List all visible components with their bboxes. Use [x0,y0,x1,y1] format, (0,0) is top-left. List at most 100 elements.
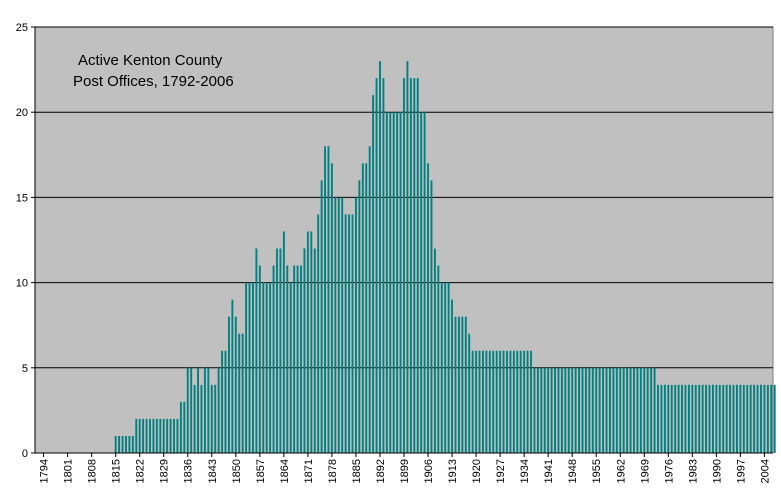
bar-1902 [413,78,416,454]
bar-1922 [482,350,484,453]
bar-1893 [382,78,385,454]
bar-1943 [554,367,556,453]
y-tick-label: 20 [16,107,28,119]
bar-1989 [711,384,714,453]
bar-1933 [519,350,522,453]
bar-1925 [492,350,495,453]
bar-2002 [756,384,759,453]
bar-1924 [488,350,491,453]
bar-1954 [591,367,594,453]
bar-2005 [766,384,769,453]
bar-1855 [252,282,254,453]
bar-1926 [495,350,498,453]
bar-1870 [303,248,306,453]
bar-1828 [159,418,162,453]
bar-1884 [351,214,354,453]
bar-1967 [636,367,639,453]
bar-1909 [437,265,440,453]
bar-1906 [427,163,429,453]
x-tick-label: 2004 [759,459,771,483]
bar-1866 [289,282,292,453]
bar-1966 [633,367,635,453]
bar-1826 [152,418,155,453]
bar-1894 [385,112,388,453]
x-tick-label: 1815 [111,459,123,483]
y-tick-label: 10 [16,278,28,290]
bar-1964 [626,367,629,453]
bar-2000 [749,384,752,453]
bar-1867 [293,265,296,453]
bar-1846 [221,350,224,453]
bar-1889 [368,146,371,453]
bar-1929 [506,350,508,453]
bar-1900 [406,61,409,453]
bar-1832 [173,418,175,453]
bar-1815 [114,435,117,453]
bar-1945 [560,367,563,453]
bar-1887 [361,163,364,453]
bar-1896 [392,112,395,453]
bar-1998 [742,384,745,453]
bar-1888 [365,163,368,453]
x-tick-label: 1997 [735,459,747,483]
x-tick-label: 1955 [591,459,603,483]
bar-1886 [358,180,361,454]
x-tick-label: 1892 [375,459,387,483]
y-tick-label: 15 [16,192,28,204]
y-tick-label: 5 [22,363,28,375]
bar-1913 [451,299,453,453]
bar-1907 [430,180,433,454]
bar-1974 [660,384,663,453]
x-tick-label: 1836 [183,459,195,483]
bar-2007 [773,384,776,453]
bar-1980 [681,384,683,453]
bar-1842 [207,367,210,453]
bar-1821 [135,418,138,453]
bar-1944 [557,367,560,453]
bar-1885 [355,197,357,453]
bar-1892 [379,61,381,453]
bar-1950 [578,367,581,453]
x-tick-label: 1976 [663,459,675,483]
bar-1881 [341,197,344,453]
bar-1984 [694,384,697,453]
x-tick-label: 1885 [351,459,363,483]
bar-1958 [605,367,608,453]
bar-1818 [125,435,127,453]
bar-1865 [286,265,289,453]
bar-1871 [306,231,309,453]
y-ticks: 0 5 10 15 20 25 [16,22,35,460]
x-tick-label: 1927 [495,459,507,483]
bar-1955 [595,367,598,453]
bar-1912 [447,282,450,453]
x-tick-label: 1864 [279,459,291,483]
bar-1904 [420,112,423,453]
bar-1863 [279,248,282,453]
bars [114,61,776,454]
bar-1934 [523,350,526,453]
bar-1963 [622,367,625,453]
x-tick-label: 1829 [159,459,171,483]
bar-1854 [248,282,251,453]
bar-1973 [657,384,659,453]
x-tick-label: 1843 [207,459,219,483]
bar-1882 [344,214,347,453]
bar-1877 [327,146,330,453]
bar-1820 [131,435,134,453]
bar-1942 [550,367,553,453]
bar-1905 [423,112,426,453]
bar-1996 [736,384,738,453]
bar-1843 [210,384,213,453]
bar-2001 [753,384,756,453]
bar-1879 [334,197,337,453]
bar-1959 [609,367,611,453]
bar-1969 [643,367,646,453]
x-tick-label: 1983 [687,459,699,483]
x-tick-label: 1969 [639,459,651,483]
bar-1975 [663,384,666,453]
bar-1864 [282,231,285,453]
bar-1899 [403,78,405,454]
bar-1915 [457,316,460,453]
x-tick-label: 1920 [471,459,483,483]
x-tick-label: 1990 [711,459,723,483]
